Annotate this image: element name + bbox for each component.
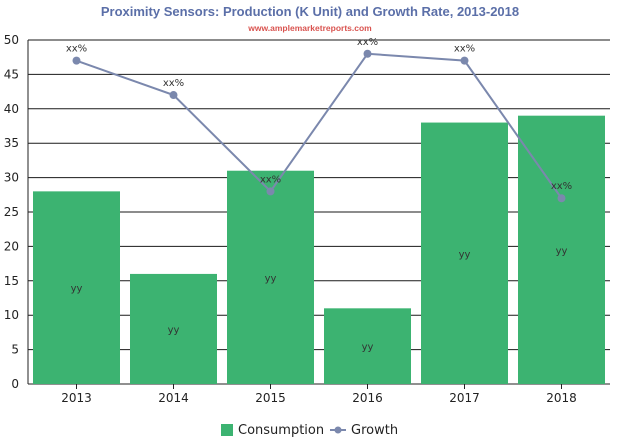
grid <box>28 39 610 385</box>
growth-point[interactable] <box>266 187 275 196</box>
growth-data-label: xx% <box>260 174 281 185</box>
x-tick-label: 2013 <box>61 391 92 405</box>
y-tick-label: 25 <box>4 205 19 219</box>
y-tick-label: 30 <box>4 171 19 185</box>
legend-label-growth: Growth <box>351 423 398 438</box>
x-tick-label: 2018 <box>546 391 577 405</box>
bar[interactable] <box>227 170 314 384</box>
legend-label-consumption: Consumption <box>238 423 324 438</box>
growth-point[interactable] <box>169 91 178 100</box>
y-tick-label: 5 <box>11 343 19 357</box>
x-tick-label: 2014 <box>158 391 189 405</box>
growth-point[interactable] <box>363 49 372 58</box>
bar-data-label: yy <box>362 342 374 353</box>
growth-point[interactable] <box>557 194 566 203</box>
y-tick-label: 35 <box>4 136 19 150</box>
growth-data-label: xx% <box>357 37 378 48</box>
bar-data-label: yy <box>71 284 83 295</box>
x-axis: 2013 2014 2015 2016 2017 2018 <box>61 384 577 405</box>
legend[interactable]: Consumption Growth <box>221 423 398 438</box>
x-tick-label: 2017 <box>449 391 480 405</box>
x-tick-label: 2016 <box>352 391 383 405</box>
y-tick-label: 45 <box>4 67 19 81</box>
growth-data-label: xx% <box>163 78 184 89</box>
bar[interactable] <box>518 115 605 385</box>
y-tick-label: 0 <box>11 377 19 391</box>
y-axis: 0 5 10 15 20 25 30 35 40 45 50 <box>4 33 29 391</box>
bar-data-label: yy <box>459 249 471 260</box>
growth-point[interactable] <box>460 56 469 65</box>
legend-marker-growth <box>334 426 342 434</box>
y-tick-label: 50 <box>4 33 19 47</box>
growth-data-label: xx% <box>454 44 475 55</box>
x-tick-label: 2015 <box>255 391 286 405</box>
chart-subtitle: www.amplemarketreports.com <box>247 23 372 33</box>
bar[interactable] <box>421 122 508 384</box>
growth-data-label: xx% <box>551 181 572 192</box>
bar[interactable] <box>33 191 120 384</box>
bar-data-label: yy <box>168 325 180 336</box>
bar[interactable] <box>130 273 217 384</box>
growth-data-label: xx% <box>66 44 87 55</box>
bars: yy yy yy yy yy yy <box>33 115 605 385</box>
bar[interactable] <box>324 308 411 384</box>
chart-title: Proximity Sensors: Production (K Unit) a… <box>101 4 519 19</box>
y-tick-label: 20 <box>4 239 19 253</box>
bar-data-label: yy <box>265 273 277 284</box>
growth-line <box>76 52 563 199</box>
growth-line-group: xx% xx% xx% xx% xx% xx% <box>66 37 572 203</box>
y-tick-label: 10 <box>4 308 19 322</box>
y-tick-label: 15 <box>4 274 19 288</box>
growth-point[interactable] <box>72 56 81 65</box>
y-tick-label: 40 <box>4 102 19 116</box>
bar-data-label: yy <box>556 246 568 257</box>
legend-swatch-consumption <box>221 424 233 436</box>
